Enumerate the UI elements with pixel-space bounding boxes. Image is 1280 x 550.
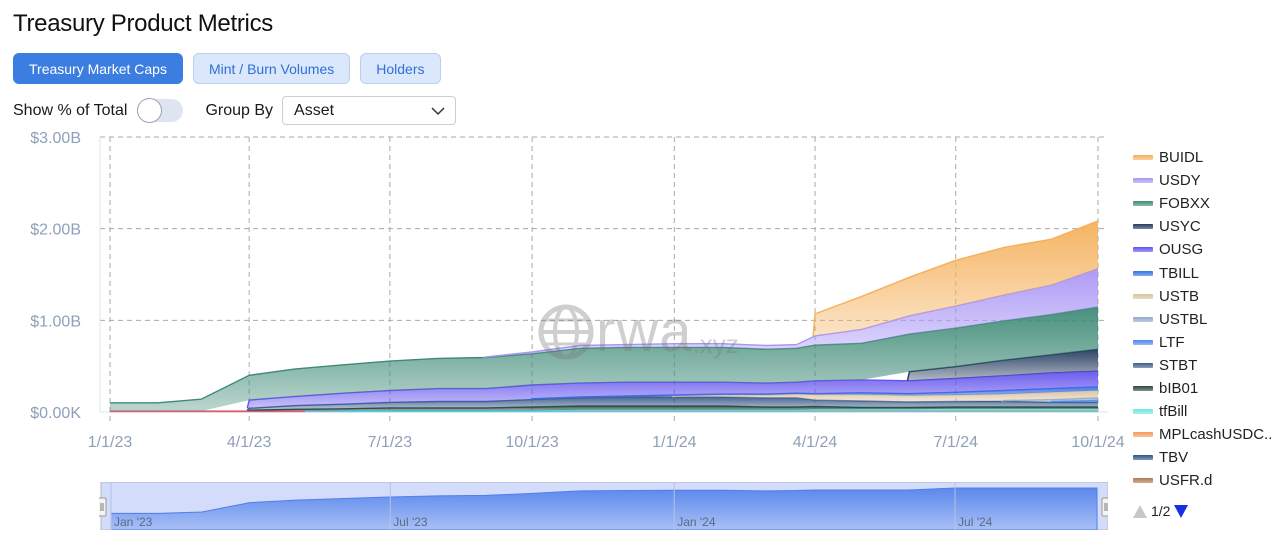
area-usdy[interactable] [483, 268, 1098, 358]
group-by-select[interactable]: Asset [282, 96, 457, 125]
nav-label: Jan '23 [114, 515, 153, 529]
legend-swatch [1133, 201, 1153, 207]
area-fobxx[interactable] [110, 307, 1098, 412]
legend-label: USDY [1159, 172, 1201, 190]
legend-label: OUSG [1159, 241, 1204, 259]
x-tick-label: 1/1/24 [652, 434, 697, 451]
x-tick-label: 4/1/24 [793, 434, 838, 451]
legend-item-fobxx[interactable]: FOBXX [1133, 192, 1272, 215]
legend-label: tfBill [1159, 403, 1188, 421]
x-tick-label: 10/1/23 [505, 434, 558, 451]
legend-pager: 1/2 [1133, 503, 1189, 519]
legend-item-mplcashusdc-[interactable]: MPLcashUSDC.. [1133, 423, 1272, 446]
legend-swatch [1133, 224, 1153, 230]
legend-item-stbt[interactable]: STBT [1133, 354, 1272, 377]
x-axis: 1/1/23 4/1/23 7/1/23 10/1/23 1/1/24 4/1/24 7/1… [88, 434, 1125, 451]
chevron-down-icon [431, 106, 445, 115]
area-bib01[interactable] [247, 406, 1098, 412]
area-buidl[interactable] [813, 220, 1098, 336]
legend-item-ustbl[interactable]: USTBL [1133, 308, 1272, 331]
legend-label: USYC [1159, 218, 1201, 236]
area-stbt[interactable] [247, 396, 1098, 411]
line-buidl [812, 220, 1099, 336]
legend-label: FOBXX [1159, 195, 1210, 213]
nav-handle-left[interactable] [99, 497, 107, 517]
legend-label: STBT [1159, 356, 1198, 374]
chart-controls: Show % of Total Group By Asset [13, 96, 457, 125]
legend-next-icon[interactable] [1174, 504, 1189, 518]
legend-label: bIB01 [1159, 379, 1199, 397]
legend-swatch [1133, 385, 1153, 391]
legend-item-ousg[interactable]: OUSG [1133, 238, 1272, 261]
area-tbill[interactable] [530, 386, 1098, 400]
tab-mint-burn-volumes[interactable]: Mint / Burn Volumes [192, 53, 351, 84]
legend-item-ltf[interactable]: LTF [1133, 331, 1272, 354]
legend-swatch [1133, 155, 1153, 161]
legend-item-buidl[interactable]: BUIDL [1133, 146, 1272, 169]
nav-label: Jul '24 [958, 515, 993, 529]
toggle-knob [137, 98, 163, 123]
y-tick-label: $3.00B [30, 130, 81, 147]
legend-label: USTBL [1159, 310, 1208, 328]
legend-label: TBV [1159, 449, 1189, 467]
x-tick-label: 4/1/23 [227, 434, 272, 451]
legend-item-tbill[interactable]: TBILL [1133, 261, 1272, 284]
legend-label: USTB [1159, 287, 1200, 305]
legend-item-ustb[interactable]: USTB [1133, 285, 1272, 308]
tab-holders[interactable]: Holders [360, 53, 441, 84]
legend-item-usyc[interactable]: USYC [1133, 215, 1272, 238]
legend-page: 1/2 [1151, 503, 1171, 519]
legend-item-bib01[interactable]: bIB01 [1133, 377, 1272, 400]
legend-swatch [1133, 362, 1153, 368]
y-tick-label: $0.00K [30, 405, 81, 422]
show-pct-toggle[interactable] [137, 98, 184, 123]
y-axis: $0.00K $1.00B $2.00B $3.00B [30, 130, 81, 422]
group-by-label: Group By [205, 101, 274, 119]
legend-swatch [1133, 339, 1153, 345]
page-title: Treasury Product Metrics [13, 10, 273, 37]
chart-areas[interactable] [110, 220, 1099, 413]
nav-handle-right[interactable] [1101, 497, 1108, 517]
legend-swatch [1133, 316, 1153, 322]
legend-swatch [1133, 247, 1153, 253]
legend-label: TBILL [1159, 264, 1200, 282]
legend-item-tfbill[interactable]: tfBill [1133, 400, 1272, 423]
legend-item-usfr-d[interactable]: USFR.d [1133, 469, 1272, 492]
chart-legend: BUIDL USDY FOBXX USYC OUSG TBILL USTB USTBL LTF S… [1133, 146, 1272, 492]
legend-item-usdy[interactable]: USDY [1133, 169, 1272, 192]
legend-swatch [1133, 178, 1153, 184]
legend-swatch [1133, 478, 1153, 484]
legend-swatch [1133, 455, 1153, 461]
y-tick-label: $1.00B [30, 313, 81, 330]
legend-item-tbv[interactable]: TBV [1133, 446, 1272, 469]
legend-label: USFR.d [1159, 472, 1213, 490]
tab-bar: Treasury Market Caps Mint / Burn Volumes… [13, 53, 441, 84]
legend-swatch [1133, 432, 1153, 438]
legend-label: MPLcashUSDC.. [1159, 426, 1273, 444]
x-tick-label: 10/1/24 [1071, 434, 1124, 451]
show-pct-label: Show % of Total [13, 101, 128, 119]
y-tick-label: $2.00B [30, 222, 81, 239]
nav-label: Jul '23 [393, 515, 428, 529]
x-tick-label: 1/1/23 [88, 434, 133, 451]
legend-label: LTF [1159, 333, 1185, 351]
x-tick-label: 7/1/23 [368, 434, 413, 451]
area-usyc[interactable] [907, 349, 1098, 381]
area-ustb[interactable] [672, 390, 1098, 402]
legend-label: BUIDL [1159, 149, 1204, 167]
legend-swatch [1133, 270, 1153, 276]
legend-prev-icon [1133, 504, 1147, 518]
x-tick-label: 7/1/24 [934, 434, 979, 451]
tab-treasury-market-caps[interactable]: Treasury Market Caps [13, 53, 183, 84]
legend-swatch [1133, 293, 1153, 299]
legend-swatch [1133, 409, 1153, 415]
nav-label: Jan '24 [677, 515, 716, 529]
range-navigator[interactable]: Jan '23 Jul '23 Jan '24 Jul '24 [99, 482, 1108, 530]
group-by-value: Asset [294, 101, 335, 119]
stacked-area-chart[interactable]: $0.00K $1.00B $2.00B $3.00B 1/1/23 4/1/23 7/1… [0, 125, 1130, 470]
